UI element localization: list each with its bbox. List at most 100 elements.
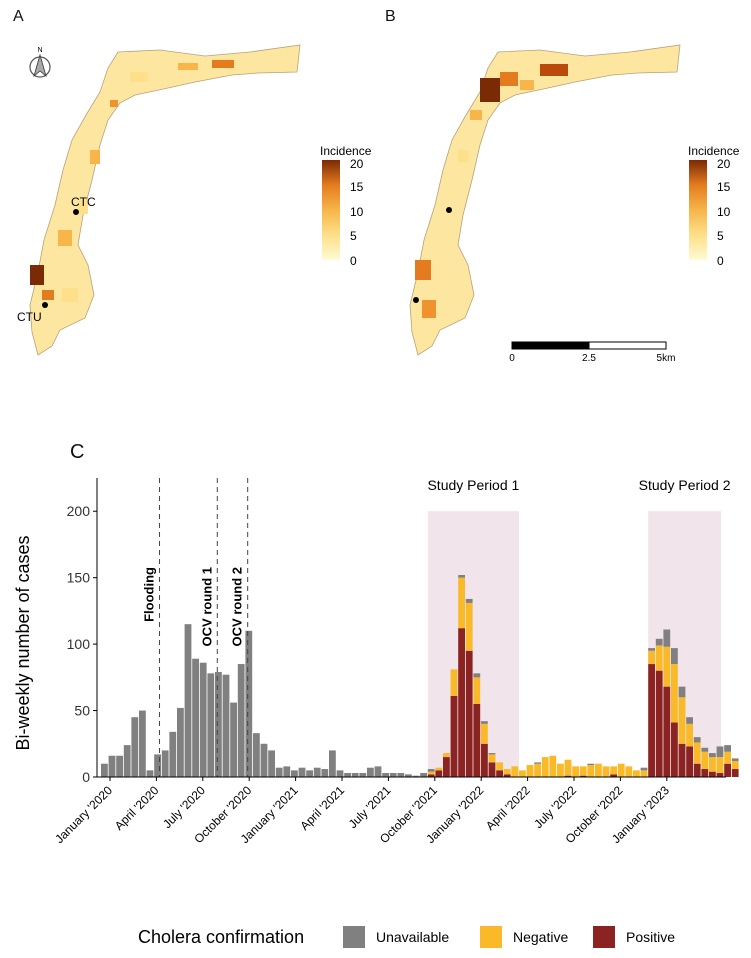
bar-negative-75 xyxy=(671,664,678,723)
bar-unavailable-83 xyxy=(731,758,739,762)
vline-label-1: Flooding xyxy=(142,567,157,622)
scale-tick-0: 0 xyxy=(509,353,515,364)
bar-unavailable-64 xyxy=(587,763,595,766)
bar-negative-67 xyxy=(610,766,617,775)
bar-unavailable-22 xyxy=(268,750,275,777)
map-a: CTC CTU xyxy=(17,44,301,356)
bar-positive-51 xyxy=(488,762,496,777)
legend-b: Incidence 20 15 10 5 0 xyxy=(688,144,740,268)
bar-unavailable-51 xyxy=(488,753,496,755)
bar-positive-50 xyxy=(481,743,488,777)
legend-b-tick-15: 15 xyxy=(717,180,731,194)
legend-a-tick-15: 15 xyxy=(350,180,364,194)
bar-unavailable-82 xyxy=(724,745,731,752)
legend-b-tick-5: 5 xyxy=(717,229,724,243)
legend-a-tick-5: 5 xyxy=(350,229,357,243)
bar-negative-79 xyxy=(701,751,709,770)
bar-unavailable-27 xyxy=(306,770,313,777)
bar-unavailable-43 xyxy=(427,769,435,772)
bar-positive-77 xyxy=(686,746,693,777)
bar-negative-45 xyxy=(443,753,450,758)
bar-positive-74 xyxy=(663,686,671,777)
bar-unavailable-73 xyxy=(655,638,663,646)
bar-positive-48 xyxy=(465,650,473,777)
bar-unavailable-81 xyxy=(716,746,724,758)
bar-negative-43 xyxy=(427,771,435,775)
x-tick-label-0: January '2020 xyxy=(52,783,115,846)
bar-negative-56 xyxy=(526,765,534,777)
bar-positive-43 xyxy=(427,774,435,777)
bar-positive-83 xyxy=(731,769,739,777)
bar-negative-62 xyxy=(572,766,579,777)
legend-b-tick-10: 10 xyxy=(717,205,731,219)
bar-unavailable-79 xyxy=(701,747,709,752)
bar-unavailable-17 xyxy=(230,702,237,777)
bar-positive-73 xyxy=(655,670,663,777)
bar-negative-52 xyxy=(496,762,503,771)
bar-negative-53 xyxy=(503,769,511,775)
bar-unavailable-20 xyxy=(253,733,260,777)
scale-tick-5km: 5km xyxy=(657,353,676,364)
bar-unavailable-36 xyxy=(374,766,382,777)
bar-unavailable-4 xyxy=(131,717,139,777)
bar-unavailable-75 xyxy=(671,648,678,665)
bar-unavailable-26 xyxy=(298,767,306,777)
bar-negative-64 xyxy=(587,765,595,777)
bar-unavailable-78 xyxy=(693,737,701,743)
bar-unavailable-49 xyxy=(473,673,481,678)
legend-b-tick-20: 20 xyxy=(717,157,731,171)
bar-negative-55 xyxy=(519,770,526,777)
bar-negative-63 xyxy=(579,766,587,776)
bar-unavailable-35 xyxy=(367,767,374,777)
bar-unavailable-16 xyxy=(222,674,230,777)
bar-positive-79 xyxy=(701,769,709,777)
x-tick-label-6: July '2021 xyxy=(346,783,394,831)
bar-negative-44 xyxy=(435,767,443,771)
bar-unavailable-1 xyxy=(108,755,116,777)
bar-unavailable-41 xyxy=(412,775,420,777)
y-tick-label-0: 0 xyxy=(82,769,90,785)
maps-figure: N CTC CTU Incidence 20 15 xyxy=(17,44,740,364)
bar-unavailable-57 xyxy=(534,762,541,764)
bar-positive-47 xyxy=(458,628,465,777)
bar-unavailable-50 xyxy=(481,721,488,724)
bar-negative-51 xyxy=(488,754,496,763)
vline-label-3: OCV round 2 xyxy=(230,567,245,646)
legend-swatch-unavailable xyxy=(343,926,365,948)
bar-positive-63 xyxy=(579,775,587,777)
bar-positive-61 xyxy=(564,775,572,777)
bar-positive-82 xyxy=(724,763,731,777)
x-tick-label-1: April '2020 xyxy=(112,783,162,833)
legend-title: Cholera confirmation xyxy=(138,927,304,947)
bar-unavailable-2 xyxy=(116,755,123,777)
bar-unavailable-0 xyxy=(101,763,108,777)
bar-negative-47 xyxy=(458,577,465,629)
bar-unavailable-14 xyxy=(207,673,215,777)
bar-unavailable-33 xyxy=(351,773,359,777)
bar-unavailable-8 xyxy=(161,750,169,777)
bar-negative-70 xyxy=(633,770,640,777)
scale-bar: 0 2.5 5km xyxy=(509,341,676,364)
bar-unavailable-7 xyxy=(154,754,161,777)
bar-positive-75 xyxy=(671,722,678,777)
bar-positive-52 xyxy=(496,770,503,777)
vline-label-2: OCV round 1 xyxy=(199,567,214,646)
bar-positive-76 xyxy=(678,743,686,777)
bar-unavailable-21 xyxy=(260,743,268,777)
bar-negative-54 xyxy=(511,766,519,777)
legend-a-tick-10: 10 xyxy=(350,205,364,219)
bar-unavailable-39 xyxy=(397,773,405,777)
legend-label-negative: Negative xyxy=(513,929,568,945)
map-b xyxy=(409,44,681,356)
panel-label-b: B xyxy=(385,8,396,25)
bar-negative-58 xyxy=(541,757,549,777)
bar-negative-57 xyxy=(534,763,541,777)
bar-negative-65 xyxy=(595,763,602,777)
y-axis-label: Bi-weekly number of cases xyxy=(13,535,33,750)
bar-unavailable-72 xyxy=(648,648,655,651)
scale-tick-2-5: 2.5 xyxy=(582,353,596,364)
bar-negative-82 xyxy=(724,751,731,764)
bar-positive-78 xyxy=(693,763,701,777)
bar-negative-77 xyxy=(686,723,693,747)
